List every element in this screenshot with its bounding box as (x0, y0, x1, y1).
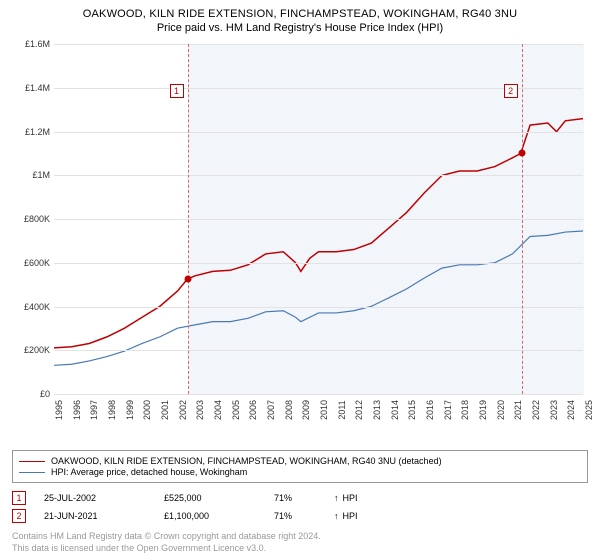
y-tick-label: £0 (12, 389, 50, 399)
sales-table: 1 25-JUL-2002£525,00071%↑ HPI 2 21-JUN-2021£… (12, 489, 588, 525)
sale-row: 1 25-JUL-2002£525,00071%↑ HPI (12, 489, 588, 507)
x-tick-label: 2010 (319, 400, 329, 420)
legend-swatch (19, 472, 45, 473)
y-tick-label: £1.4M (12, 83, 50, 93)
gridline (54, 394, 583, 395)
gridline (54, 175, 583, 176)
x-tick-label: 2016 (425, 400, 435, 420)
chart-container: OAKWOOD, KILN RIDE EXTENSION, FINCHAMPST… (0, 0, 600, 560)
y-tick-label: £400K (12, 302, 50, 312)
gridline (54, 132, 583, 133)
x-tick-label: 1998 (107, 400, 117, 420)
legend-label: OAKWOOD, KILN RIDE EXTENSION, FINCHAMPST… (51, 456, 442, 466)
x-tick-label: 2025 (584, 400, 594, 420)
x-tick-label: 2023 (549, 400, 559, 420)
x-tick-label: 2020 (496, 400, 506, 420)
x-tick-label: 2014 (390, 400, 400, 420)
y-tick-label: £600K (12, 258, 50, 268)
sale-date-line (188, 44, 189, 394)
x-tick-label: 2013 (372, 400, 382, 420)
up-arrow-icon: ↑ (334, 493, 339, 503)
chart-title: OAKWOOD, KILN RIDE EXTENSION, FINCHAMPST… (12, 8, 588, 34)
x-tick-label: 1999 (125, 400, 135, 420)
legend-swatch (19, 461, 45, 462)
legend: OAKWOOD, KILN RIDE EXTENSION, FINCHAMPST… (12, 450, 588, 483)
up-arrow-icon: ↑ (334, 511, 339, 521)
x-tick-label: 2001 (160, 400, 170, 420)
y-tick-label: £200K (12, 345, 50, 355)
x-tick-label: 2007 (266, 400, 276, 420)
legend-label: HPI: Average price, detached house, Woki… (51, 467, 247, 477)
x-tick-label: 2017 (443, 400, 453, 420)
sale-hpi-label: HPI (343, 511, 358, 521)
plot-region: 1219951996199719981999200020012002200320… (54, 44, 584, 394)
y-tick-label: £1.6M (12, 39, 50, 49)
x-tick-label: 2015 (407, 400, 417, 420)
x-tick-label: 1996 (72, 400, 82, 420)
sale-id-box: 2 (12, 509, 26, 523)
footer-line2: This data is licensed under the Open Gov… (12, 543, 588, 555)
gridline (54, 350, 583, 351)
gridline (54, 219, 583, 220)
chart-area: 1 2 1995 1996 1997 1998 1999 2000 2001 2002 2003 20… (12, 40, 588, 420)
title-address: OAKWOOD, KILN RIDE EXTENSION, FINCHAMPST… (12, 8, 588, 20)
legend-item: HPI: Average price, detached house, Woki… (19, 467, 581, 477)
y-tick-label: £800K (12, 214, 50, 224)
footer-attribution: Contains HM Land Registry data © Crown c… (12, 531, 588, 554)
sale-price: £1,100,000 (164, 511, 274, 521)
x-tick-label: 1995 (54, 400, 64, 420)
x-tick-label: 1997 (89, 400, 99, 420)
sale-date: 25-JUL-2002 (44, 493, 164, 503)
x-tick-label: 2022 (531, 400, 541, 420)
gridline (54, 263, 583, 264)
sale-date: 21-JUN-2021 (44, 511, 164, 521)
x-tick-label: 2011 (337, 400, 347, 419)
title-subtitle: Price paid vs. HM Land Registry's House … (12, 22, 588, 34)
x-tick-label: 2024 (566, 400, 576, 420)
x-tick-label: 2019 (478, 400, 488, 420)
x-tick-label: 2005 (231, 400, 241, 420)
x-tick-label: 2004 (213, 400, 223, 420)
y-tick-label: £1.2M (12, 127, 50, 137)
gridline (54, 307, 583, 308)
sale-row: 2 21-JUN-2021£1,100,00071%↑ HPI (12, 507, 588, 525)
sale-pct: 71% (274, 511, 334, 521)
sale-hpi-label: HPI (343, 493, 358, 503)
sale-marker-box: 1 (170, 84, 184, 98)
legend-item: OAKWOOD, KILN RIDE EXTENSION, FINCHAMPST… (19, 456, 581, 466)
x-tick-label: 2003 (195, 400, 205, 420)
x-tick-label: 2012 (354, 400, 364, 420)
sale-marker-dot (184, 276, 191, 283)
x-tick-label: 2009 (301, 400, 311, 420)
x-tick-label: 2021 (513, 400, 523, 420)
sale-marker-dot (518, 150, 525, 157)
x-tick-label: 2018 (460, 400, 470, 420)
sale-date-line (522, 44, 523, 394)
gridline (54, 44, 583, 45)
sale-id-box: 1 (12, 491, 26, 505)
sale-marker-box: 2 (504, 84, 518, 98)
x-tick-label: 2006 (248, 400, 258, 420)
x-tick-label: 2002 (178, 400, 188, 420)
sale-pct: 71% (274, 493, 334, 503)
footer-line1: Contains HM Land Registry data © Crown c… (12, 531, 588, 543)
x-tick-label: 2008 (284, 400, 294, 420)
sale-price: £525,000 (164, 493, 274, 503)
y-tick-label: £1M (12, 170, 50, 180)
x-tick-label: 2000 (142, 400, 152, 420)
